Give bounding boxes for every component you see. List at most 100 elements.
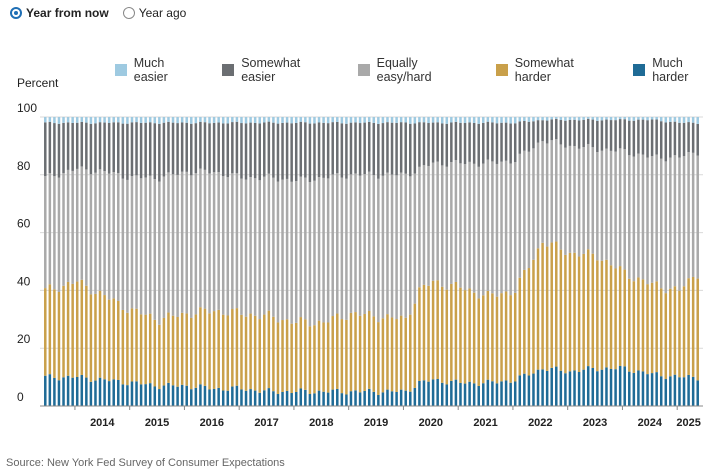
bar-stack[interactable] [523, 117, 526, 406]
bar-stack[interactable] [482, 117, 485, 406]
bar-stack[interactable] [691, 117, 695, 406]
bar-stack[interactable] [345, 117, 348, 406]
bar-stack[interactable] [53, 117, 56, 406]
bar-stack[interactable] [185, 117, 188, 406]
bar-stack[interactable] [304, 117, 307, 406]
bar-stack[interactable] [550, 117, 553, 406]
bar-stack[interactable] [381, 117, 385, 406]
bar-stack[interactable] [468, 117, 471, 406]
bar-stack[interactable] [299, 117, 303, 406]
bar-stack[interactable] [349, 117, 353, 406]
bar-stack[interactable] [107, 117, 111, 406]
bar-stack[interactable] [600, 117, 604, 406]
bar-stack[interactable] [555, 117, 558, 406]
bar-stack[interactable] [637, 117, 640, 406]
bar-stack[interactable] [559, 117, 563, 406]
legend-item-somewhat-harder[interactable]: Somewhat harder [496, 56, 611, 84]
bar-stack[interactable] [85, 117, 88, 406]
bar-stack[interactable] [231, 117, 234, 406]
bar-stack[interactable] [263, 117, 266, 406]
bar-stack[interactable] [678, 117, 681, 406]
bar-stack[interactable] [545, 117, 549, 406]
bar-stack[interactable] [463, 117, 467, 406]
bar-stack[interactable] [623, 117, 626, 406]
legend-item-much-easier[interactable]: Much easier [115, 56, 200, 84]
bar-stack[interactable] [317, 117, 321, 406]
bar-stack[interactable] [322, 117, 325, 406]
bar-stack[interactable] [618, 117, 622, 406]
bar-stack[interactable] [573, 117, 576, 406]
bar-stack[interactable] [436, 117, 439, 406]
bar-stack[interactable] [390, 117, 394, 406]
bar-stack[interactable] [276, 117, 280, 406]
bar-stack[interactable] [596, 117, 599, 406]
bar-stack[interactable] [418, 117, 421, 406]
bar-stack[interactable] [212, 117, 216, 406]
bar-stack[interactable] [532, 117, 535, 406]
bar-stack[interactable] [582, 117, 585, 406]
bar-stack[interactable] [62, 117, 65, 406]
bar-stack[interactable] [180, 117, 184, 406]
legend-item-equally[interactable]: Equally easy/hard [357, 56, 474, 84]
bar-stack[interactable] [167, 117, 170, 406]
bar-stack[interactable] [267, 117, 271, 406]
bar-stack[interactable] [500, 117, 503, 406]
bar-stack[interactable] [696, 117, 699, 406]
bar-stack[interactable] [541, 117, 544, 406]
bar-stack[interactable] [340, 117, 344, 406]
bar-stack[interactable] [158, 117, 161, 406]
bar-stack[interactable] [290, 117, 293, 406]
bar-stack[interactable] [249, 117, 252, 406]
bar-stack[interactable] [454, 117, 458, 406]
bar-stack[interactable] [153, 117, 157, 406]
bar-stack[interactable] [628, 117, 631, 406]
bar-stack[interactable] [103, 117, 106, 406]
bar-stack[interactable] [308, 117, 312, 406]
bar-stack[interactable] [176, 117, 179, 406]
bar-stack[interactable] [386, 117, 389, 406]
bar-stack[interactable] [491, 117, 494, 406]
bar-stack[interactable] [422, 117, 426, 406]
bar-stack[interactable] [162, 117, 166, 406]
bar-stack[interactable] [135, 117, 138, 406]
bar-stack[interactable] [409, 117, 412, 406]
bar-stack[interactable] [459, 117, 462, 406]
bar-stack[interactable] [294, 117, 298, 406]
bar-stack[interactable] [281, 117, 284, 406]
bar-stack[interactable] [399, 117, 403, 406]
bar-stack[interactable] [285, 117, 289, 406]
bar-stack[interactable] [495, 117, 499, 406]
legend-item-somewhat-easier[interactable]: Somewhat easier [222, 56, 335, 84]
bar-stack[interactable] [244, 117, 248, 406]
bar-stack[interactable] [477, 117, 480, 406]
bar-stack[interactable] [687, 117, 690, 406]
bar-stack[interactable] [568, 117, 572, 406]
bar-stack[interactable] [445, 117, 449, 406]
bar-stack[interactable] [144, 117, 147, 406]
bar-stack[interactable] [94, 117, 97, 406]
bar-stack[interactable] [472, 117, 476, 406]
bar-stack[interactable] [331, 117, 334, 406]
bar-stack[interactable] [112, 117, 115, 406]
bar-stack[interactable] [609, 117, 613, 406]
bar-stack[interactable] [614, 117, 617, 406]
bar-stack[interactable] [358, 117, 362, 406]
bar-stack[interactable] [203, 117, 207, 406]
legend-item-much-harder[interactable]: Much harder [633, 56, 721, 84]
bar-stack[interactable] [646, 117, 649, 406]
bar-stack[interactable] [641, 117, 645, 406]
bar-stack[interactable] [450, 117, 453, 406]
bar-stack[interactable] [586, 117, 590, 406]
bar-stack[interactable] [130, 117, 134, 406]
bar-stack[interactable] [632, 117, 636, 406]
bar-stack[interactable] [367, 117, 371, 406]
bar-stack[interactable] [536, 117, 540, 406]
bar-stack[interactable] [221, 117, 225, 406]
year-from-now-radio[interactable]: Year from now [10, 6, 109, 20]
bar-stack[interactable] [217, 117, 220, 406]
bar-stack[interactable] [148, 117, 152, 406]
bar-stack[interactable] [240, 117, 243, 406]
bar-stack[interactable] [372, 117, 376, 406]
bar-stack[interactable] [253, 117, 257, 406]
bar-stack[interactable] [504, 117, 508, 406]
